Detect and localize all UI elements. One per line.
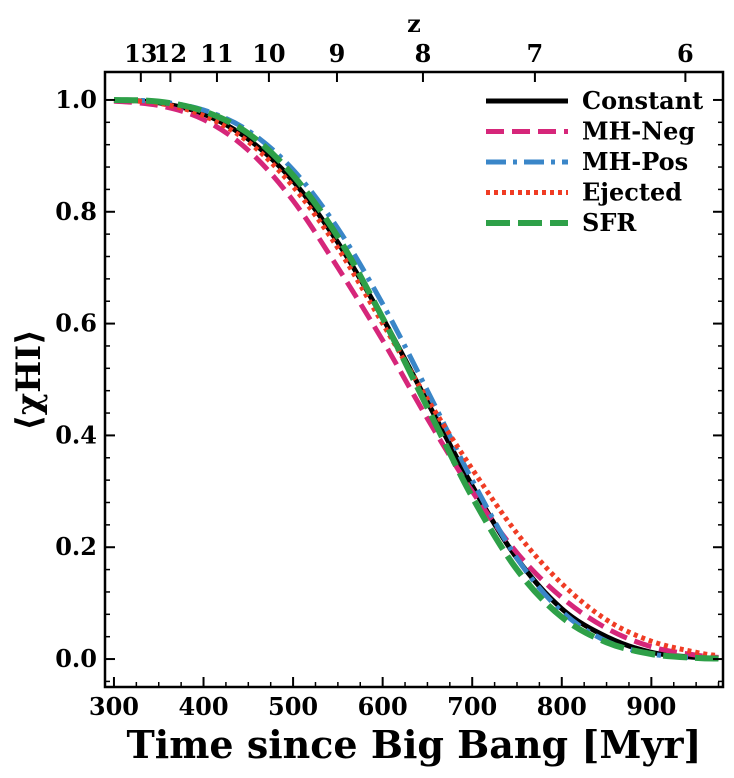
x-tick-label: 600 xyxy=(358,692,408,721)
top-tick-label: 9 xyxy=(329,39,346,68)
top-tick-label: 13 xyxy=(124,39,157,68)
legend-label-mh-neg: MH-Neg xyxy=(582,117,695,146)
top-tick-label: 10 xyxy=(252,39,285,68)
legend-label-ejected: Ejected xyxy=(582,178,682,207)
plot-frame xyxy=(103,70,725,689)
x-tick-label: 300 xyxy=(89,692,139,721)
y-tick-label: 0.0 xyxy=(55,644,97,673)
y-tick-label: 0.4 xyxy=(55,420,97,449)
series-layer xyxy=(113,97,719,662)
top-tick-label: 6 xyxy=(677,39,694,68)
top-tick-label: 7 xyxy=(527,39,544,68)
legend-label-mh-pos: MH-Pos xyxy=(582,147,688,176)
top-tick-label: 12 xyxy=(154,39,187,68)
legend-label-constant: Constant xyxy=(582,86,703,115)
legend-label-sfr: SFR xyxy=(582,208,637,237)
x-tick-label: 900 xyxy=(626,692,676,721)
top-tick-label: 8 xyxy=(415,39,432,68)
x-tick-label: 800 xyxy=(537,692,587,721)
y-tick-label: 0.2 xyxy=(55,532,97,561)
ticks-layer: 300 400 500 600 700 800 900 0.0 0.2 0.4 0.6 0.8 1.0 1… xyxy=(55,39,723,721)
top-tick-label: 11 xyxy=(200,39,233,68)
top-axis-label: z xyxy=(407,9,421,38)
x-tick-label: 500 xyxy=(268,692,318,721)
series-line-sfr xyxy=(113,97,719,662)
y-tick-label: 1.0 xyxy=(55,85,97,114)
y-axis-title: ⟨χHI⟩ xyxy=(9,329,49,430)
x-axis-title: Time since Big Bang [Myr] xyxy=(127,722,702,767)
x-tick-label: 400 xyxy=(178,692,228,721)
series-line-ejected xyxy=(113,97,719,659)
series-line-mh-neg xyxy=(113,98,719,660)
y-tick-label: 0.6 xyxy=(55,309,97,338)
x-tick-label: 700 xyxy=(447,692,497,721)
y-tick-label: 0.8 xyxy=(55,197,97,226)
